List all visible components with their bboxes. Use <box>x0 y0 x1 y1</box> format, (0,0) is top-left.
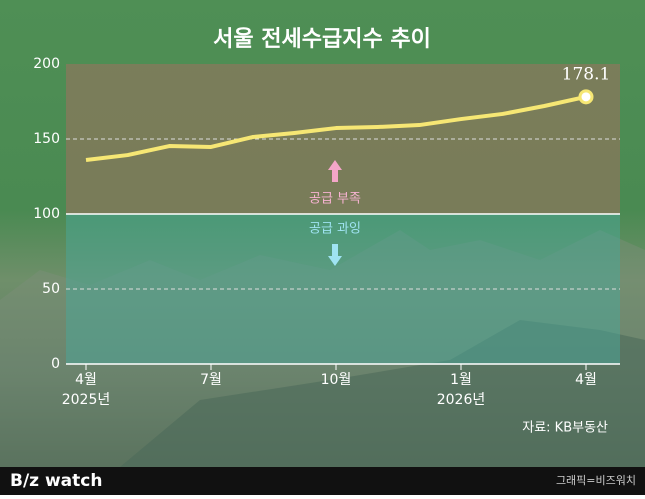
arrow-up <box>328 160 342 182</box>
y-tick-label: 100 <box>33 206 60 222</box>
x-year-label: 2026년 <box>437 392 486 408</box>
y-tick-label: 50 <box>42 281 60 297</box>
x-tick-label: 7월 <box>200 372 222 388</box>
y-tick-label: 200 <box>33 56 60 72</box>
value-label: 178.1 <box>562 64 611 84</box>
end-point <box>578 89 594 105</box>
x-tick-label: 1월 <box>450 372 472 388</box>
arrow-down <box>328 244 342 266</box>
annotation: 공급 부족 <box>309 192 361 207</box>
x-tick-label: 4월 <box>575 372 597 388</box>
footer-bar <box>0 467 645 495</box>
y-tick-label: 150 <box>33 131 60 147</box>
line <box>85 94 587 162</box>
logo: B/z watch <box>10 471 102 491</box>
chart-title: 서울 전세수급지수 추이 <box>213 27 431 52</box>
x-tick-label: 10월 <box>321 372 352 388</box>
credit: 그래픽=비즈워치 <box>556 474 636 487</box>
annotation: 공급 과잉 <box>309 222 361 237</box>
y-tick-label: 0 <box>51 356 60 372</box>
x-year-label: 2025년 <box>62 392 111 408</box>
source: 자료: KB부동산 <box>522 421 608 436</box>
x-tick-label: 4월 <box>75 372 97 388</box>
